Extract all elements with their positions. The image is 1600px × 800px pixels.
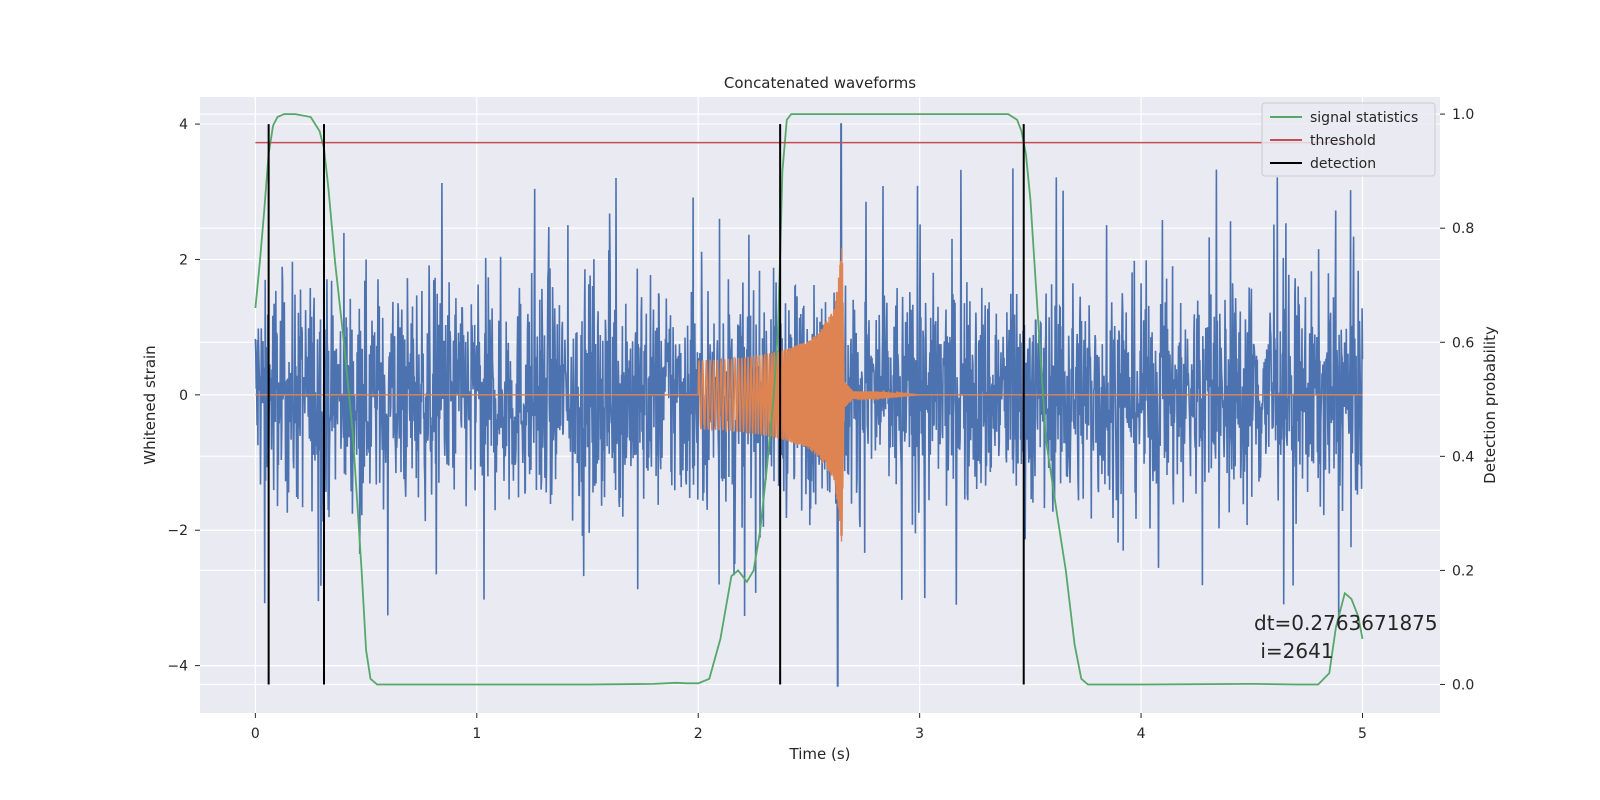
y-left-axis-label: Whitened strain xyxy=(141,345,159,464)
y-right-axis-label: Detection probability xyxy=(1481,326,1499,484)
y-right-axis-ticks: 0.0 0.2 0.4 0.6 0.8 1.0 xyxy=(1440,107,1474,693)
noise-series-line xyxy=(254,123,1364,687)
legend-label-signal-statistics: signal statistics xyxy=(1310,110,1418,126)
yleft-tick-label-0: −4 xyxy=(167,659,188,675)
yright-tick-label-2: 0.4 xyxy=(1452,449,1474,465)
x-tick-label-4: 4 xyxy=(1137,726,1146,742)
detection-lines xyxy=(267,124,1025,685)
x-tick-label-2: 2 xyxy=(694,726,703,742)
yright-tick-label-0: 0.0 xyxy=(1452,677,1474,693)
yright-tick-label-5: 1.0 xyxy=(1452,107,1474,123)
yleft-tick-label-3: 2 xyxy=(179,252,188,268)
legend-label-detection: detection xyxy=(1310,156,1376,172)
legend-label-threshold: threshold xyxy=(1310,133,1376,149)
x-tick-label-3: 3 xyxy=(915,726,924,742)
yright-tick-label-3: 0.6 xyxy=(1452,335,1474,351)
chart-title: Concatenated waveforms xyxy=(724,74,916,92)
x-tick-label-1: 1 xyxy=(472,726,481,742)
legend: signal statistics threshold detection xyxy=(1261,102,1436,177)
legend-box xyxy=(1261,102,1436,177)
injection-series-line xyxy=(255,248,1363,542)
annotation-i: i=2641 xyxy=(1254,639,1334,663)
x-axis-ticks: 0 1 2 3 4 5 xyxy=(251,713,1367,742)
x-tick-label-5: 5 xyxy=(1358,726,1367,742)
yright-tick-label-4: 0.8 xyxy=(1452,221,1474,237)
yleft-tick-label-4: 4 xyxy=(179,117,188,133)
x-axis-label: Time (s) xyxy=(789,745,851,763)
plot-area xyxy=(254,113,1364,687)
x-tick-label-0: 0 xyxy=(251,726,260,742)
annotation-dt: dt=0.2763671875 xyxy=(1254,611,1438,635)
yleft-tick-label-2: 0 xyxy=(179,388,188,404)
yright-tick-label-1: 0.2 xyxy=(1452,563,1474,579)
signal-statistics-line xyxy=(254,113,1364,686)
y-left-axis-ticks: −4 −2 0 2 4 xyxy=(167,117,200,675)
yleft-tick-label-1: −2 xyxy=(167,523,188,539)
